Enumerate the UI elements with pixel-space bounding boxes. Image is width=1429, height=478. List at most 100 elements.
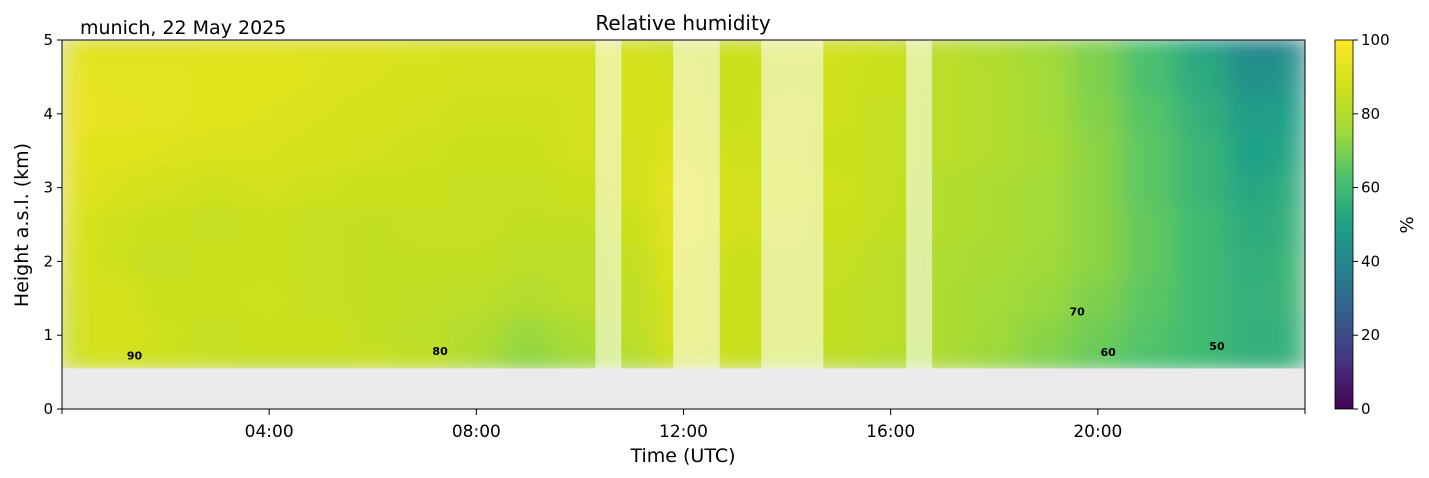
heatmap-cell <box>62 94 92 134</box>
heatmap-cell <box>863 40 918 60</box>
heatmap-cell <box>1275 241 1305 281</box>
heatmap-cell <box>449 168 504 208</box>
heatmap-cell <box>1275 315 1305 351</box>
heatmap-cell <box>138 278 193 318</box>
heatmap-cell <box>1226 94 1278 134</box>
x-tick-label: 08:00 <box>452 422 501 442</box>
y-tick-label: 0 <box>43 400 53 418</box>
heatmap-cell <box>62 315 92 351</box>
heatmap-cell <box>811 40 866 60</box>
heatmap-cell <box>449 205 504 244</box>
heatmap-cell <box>1226 315 1278 351</box>
heatmap-cell <box>1174 241 1229 281</box>
heatmap-cell <box>1070 278 1125 318</box>
heatmap-cell <box>89 40 141 60</box>
heatmap-cell <box>811 348 866 370</box>
heatmap-cell <box>294 94 348 134</box>
y-tick-label: 2 <box>43 252 53 270</box>
colorbar-tick-label: 20 <box>1361 326 1380 344</box>
heatmap-cell <box>1174 348 1229 370</box>
heatmap-cell <box>449 94 504 134</box>
heatmap-cell <box>501 168 556 208</box>
heatmap-cell <box>397 241 452 281</box>
heatmap-cell <box>138 241 193 281</box>
heatmap-cell <box>89 315 141 351</box>
heatmap-cell <box>89 131 141 171</box>
heatmap-cell <box>1275 40 1305 60</box>
heatmap-cell <box>1275 94 1305 134</box>
heatmap-cell <box>967 57 1022 97</box>
y-tick-label: 4 <box>43 105 53 123</box>
heatmap-cell <box>345 94 400 134</box>
heatmap-cell <box>1019 57 1073 97</box>
y-tick-label: 1 <box>43 326 53 344</box>
heatmap-cell <box>397 40 452 60</box>
heatmap-cell <box>1070 315 1125 351</box>
x-tick-label: 12:00 <box>659 422 708 442</box>
heatmap-cell <box>967 94 1022 134</box>
masked-interval <box>906 40 933 369</box>
heatmap-cell <box>62 57 92 97</box>
heatmap-cell <box>190 278 245 318</box>
heatmap-cell <box>967 131 1022 171</box>
heatmap-cell <box>242 57 297 97</box>
heatmap-cell <box>1122 348 1177 370</box>
heatmap-cell <box>1174 168 1229 208</box>
colorbar-tick-label: 0 <box>1361 400 1371 418</box>
heatmap-cell <box>397 278 452 318</box>
heatmap-cell <box>501 57 556 97</box>
heatmap-cell <box>397 94 452 134</box>
heatmap-cell <box>397 205 452 244</box>
heatmap-cell <box>294 315 348 351</box>
heatmap-cell <box>62 131 92 171</box>
heatmap-cell <box>138 40 193 60</box>
heatmap-cell <box>449 278 504 318</box>
heatmap-cell <box>863 348 918 370</box>
heatmap-cell <box>1122 205 1177 244</box>
contour-labels: 90 80 70 60 50 <box>127 305 1225 362</box>
x-tick-label: 16:00 <box>866 422 915 442</box>
heatmap-cell <box>967 278 1022 318</box>
heatmap-cell <box>397 348 452 370</box>
heatmap-cell <box>1122 94 1177 134</box>
heatmap-cell <box>1275 57 1305 97</box>
heatmap-cell <box>138 94 193 134</box>
colorbar <box>1334 39 1354 410</box>
heatmap-cell <box>1019 40 1073 60</box>
heatmap-cell <box>190 348 245 370</box>
heatmap-cell <box>190 205 245 244</box>
heatmap-cell <box>449 348 504 370</box>
heatmap-cell <box>1174 57 1229 97</box>
heatmap-cell <box>449 57 504 97</box>
colorbar-tick-label: 40 <box>1361 252 1380 270</box>
heatmap-cell <box>449 241 504 281</box>
heatmap-cell <box>242 131 297 171</box>
heatmap-cell <box>1070 348 1125 370</box>
heatmap-cell <box>242 205 297 244</box>
heatmap-cell <box>967 205 1022 244</box>
heatmap-cell <box>89 57 141 97</box>
heatmap-cell <box>708 40 763 60</box>
heatmap-cell <box>345 241 400 281</box>
heatmap-cell <box>1070 205 1125 244</box>
heatmap-cell <box>501 131 556 171</box>
heatmap-cell <box>1122 40 1177 60</box>
contour-label: 60 <box>1101 346 1117 359</box>
heatmap-cell <box>501 205 556 244</box>
heatmap-cell <box>1070 131 1125 171</box>
heatmap-cell <box>967 168 1022 208</box>
colorbar-tick-label: 60 <box>1361 179 1380 197</box>
heatmap-cell <box>1174 315 1229 351</box>
heatmap-cell <box>1226 131 1278 171</box>
heatmap-cell <box>242 241 297 281</box>
heatmap-cell <box>1019 348 1073 370</box>
heatmap-cell <box>1226 348 1278 370</box>
heatmap-cell <box>190 40 245 60</box>
heatmap-cell <box>397 131 452 171</box>
y-tick-label: 5 <box>43 31 53 49</box>
heatmap-cell <box>967 40 1022 60</box>
heatmap-cell <box>1019 205 1073 244</box>
heatmap-cell <box>62 168 92 208</box>
heatmap-cell <box>708 348 763 370</box>
